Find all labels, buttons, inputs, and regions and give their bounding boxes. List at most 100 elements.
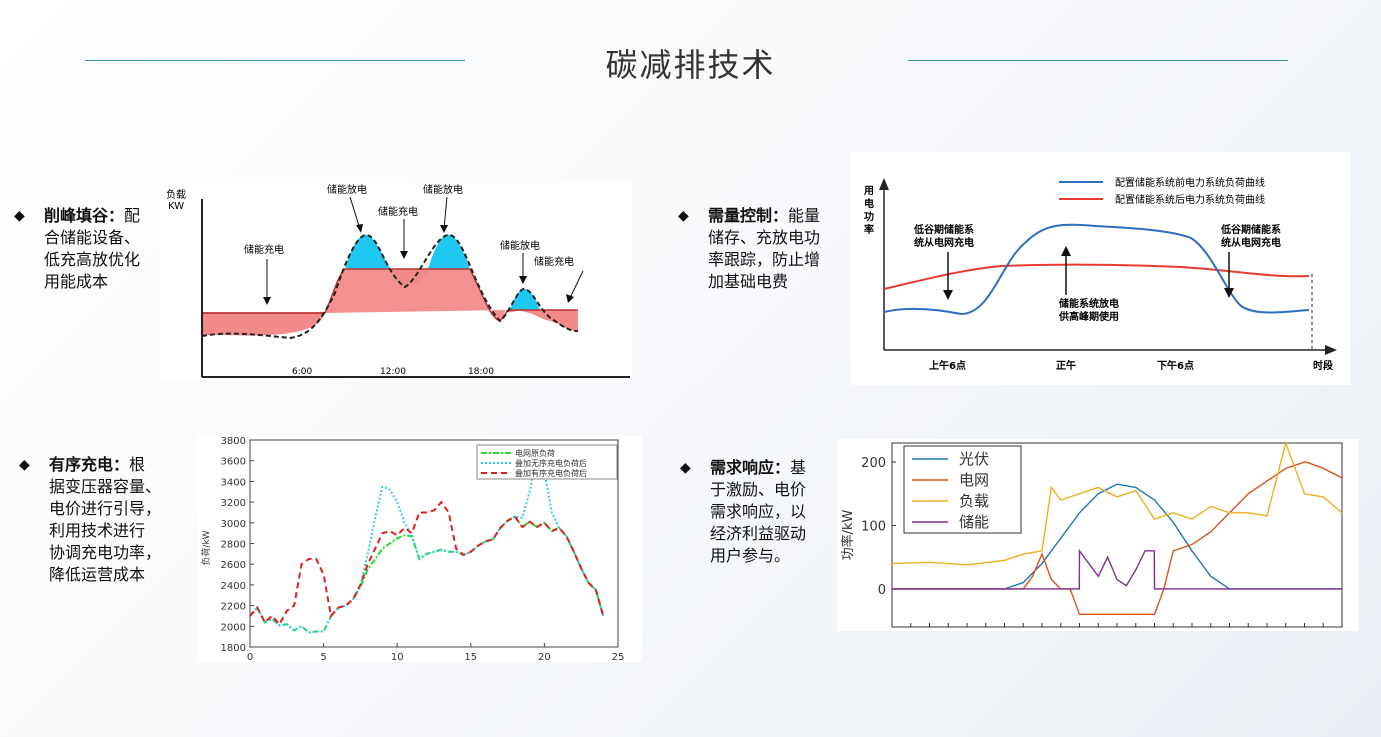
ordered-charging-svg: 1800 2000 2200 2400 2600 2800 3000 3200 3400 3600… <box>200 436 625 663</box>
y-axis-label: 电 <box>864 197 874 210</box>
y-tick-label: 2600 <box>221 560 246 571</box>
bullet-heading: 需量控制： <box>708 206 789 225</box>
x-tick-label: 20 <box>538 652 551 662</box>
y-tick-label: 3600 <box>221 457 246 468</box>
y-tick-label: 2200 <box>221 602 246 613</box>
annotation-arrow <box>569 270 584 299</box>
bullet-heading: 需求响应： <box>710 458 791 477</box>
x-tick: 6:00 <box>292 367 312 377</box>
legend-label: 配置储能系统后电力系统负荷曲线 <box>1115 193 1265 206</box>
note-right: 低谷期储能系 <box>1220 223 1281 236</box>
x-tick-label: 15 <box>464 652 477 662</box>
diamond-icon: ◆ <box>19 457 30 473</box>
bullet-line: 利用技术进行 <box>49 521 146 540</box>
discharge-area <box>428 234 470 269</box>
curve-after-storage <box>883 263 1310 290</box>
diamond-icon: ◆ <box>14 208 25 224</box>
demand-control-svg: 用 电 功 率 配置储能系统前电力系统负荷曲线 配置储能系统后电力系统负荷曲线 … <box>863 176 1337 372</box>
annotation-discharge: 储能放电 <box>500 239 540 252</box>
y-axis-label: 用 <box>863 185 874 197</box>
bullet-line: 合储能设备、 <box>44 228 141 247</box>
arrow-up-icon <box>1061 246 1071 256</box>
bullet-line: 降低运营成本 <box>49 565 146 584</box>
charge-area <box>505 310 578 331</box>
bullet-line: 用能成本 <box>44 272 109 291</box>
y-tick-label: 2400 <box>221 581 246 592</box>
y-tick-label: 3400 <box>221 477 246 488</box>
bullet-line: 储存、充放电功 <box>708 228 821 247</box>
annotation-arrow <box>349 196 361 230</box>
y-axis-label: 负荷/kW <box>200 530 212 565</box>
demand-response-chart: 0 100 200 功率/kW 光伏 电网 负载 储能 <box>837 439 1359 631</box>
bullet-line: 低充高放优化 <box>44 250 141 269</box>
arrow-head-icon <box>566 294 574 303</box>
legend-label: 电网原负荷 <box>515 448 555 458</box>
legend-label: 负载 <box>959 492 989 510</box>
target-line <box>202 268 578 322</box>
note-left: 低谷期储能系 <box>913 223 974 236</box>
note-left: 统从电网充电 <box>914 236 974 249</box>
y-axis-label: 功 <box>864 210 874 223</box>
bullet-line: 经济利益驱动 <box>710 524 807 543</box>
bullet-line: 于激励、电价 <box>710 480 807 499</box>
arrow-head-icon <box>519 276 527 284</box>
x-tick: 正午 <box>1056 359 1076 372</box>
x-tick-label: 5 <box>320 652 326 662</box>
bullet-ordered-charging: ◆ 有序充电：根 据变压器容量、 电价进行引导， 利用技术进行 协调充电功率， … <box>19 454 179 589</box>
bullet-line: 率跟踪，防止增 <box>708 250 821 269</box>
diamond-icon: ◆ <box>680 460 691 476</box>
y-tick-label: 3000 <box>221 519 246 530</box>
peak-valley-svg: 负载 KW 6:00 12:00 18:00 储能放电 储能放电 储能充电 储能… <box>166 183 630 378</box>
title-right-rule <box>908 60 1288 61</box>
series-line <box>892 483 1342 590</box>
charge-area <box>202 313 325 336</box>
annotation-charge: 储能充电 <box>244 243 284 256</box>
legend-label: 电网 <box>959 471 989 489</box>
bullet-line: 基 <box>790 458 807 477</box>
arrow-down-icon <box>943 290 953 300</box>
x-tick: 时段 <box>1313 359 1333 372</box>
y-tick-label: 3800 <box>221 436 246 447</box>
bullet-line: 需求响应，以 <box>710 502 807 521</box>
charge-area <box>325 269 505 321</box>
bullet-heading: 削峰填谷： <box>44 206 125 225</box>
y-tick-label: 0 <box>878 583 886 598</box>
legend-box <box>476 444 618 480</box>
x-tick: 12:00 <box>380 367 406 377</box>
legend-label: 光伏 <box>959 450 989 468</box>
bullet-line: 能量 <box>788 206 821 225</box>
y-axis-label: 功率/kW <box>840 509 856 560</box>
x-tick: 下午6点 <box>1157 359 1194 372</box>
arrow-head-icon <box>400 251 408 259</box>
y-axis-unit: KW <box>168 201 184 212</box>
y-axis-arrow-icon <box>879 178 889 190</box>
discharge-area <box>345 234 390 269</box>
page-title: 碳减排技术 <box>605 46 776 84</box>
annotation-arrow <box>443 196 448 230</box>
bullet-line: 加基础电费 <box>708 272 789 291</box>
x-tick-label: 0 <box>247 652 253 662</box>
legend-label: 叠加有序充电负荷后 <box>515 468 587 478</box>
note-right: 统从电网充电 <box>1221 236 1281 249</box>
x-tick-label: 10 <box>391 652 404 662</box>
series-line <box>891 440 1343 566</box>
bullet-demand-control: ◆ 需量控制：能量 储存、充放电功 率跟踪，防止增 加基础电费 <box>678 205 843 295</box>
legend-label: 叠加无序充电负荷后 <box>515 458 587 468</box>
bullet-line: 电价进行引导， <box>49 499 162 518</box>
y-tick-label: 2000 <box>221 622 246 633</box>
demand-control-diagram: 用 电 功 率 配置储能系统前电力系统负荷曲线 配置储能系统后电力系统负荷曲线 … <box>851 152 1350 385</box>
annotation-discharge: 储能放电 <box>327 183 367 196</box>
y-axis-label: 率 <box>864 223 874 236</box>
series-line <box>892 548 1342 590</box>
x-tick: 上午6点 <box>929 359 966 372</box>
arrow-head-icon <box>440 225 448 233</box>
x-tick-label: 25 <box>612 652 625 662</box>
series-line <box>249 500 605 626</box>
bullet-line: 用户参与。 <box>710 546 791 565</box>
arrow-head-icon <box>356 224 363 233</box>
legend-box <box>903 445 1022 534</box>
y-tick-label: 2800 <box>221 540 246 551</box>
title-left-rule <box>85 60 465 61</box>
note-mid: 供高峰期使用 <box>1058 310 1119 323</box>
